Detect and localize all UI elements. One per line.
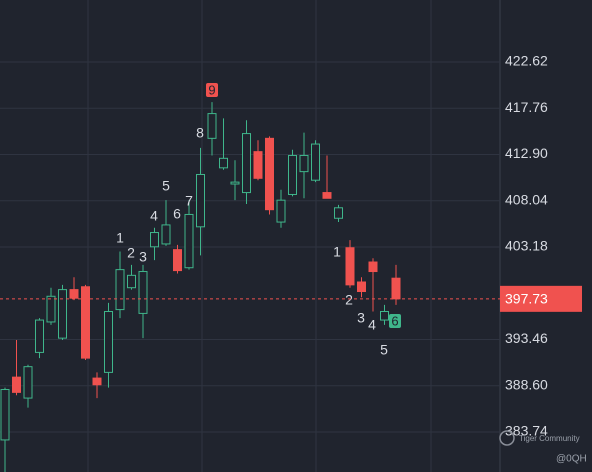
y-tick-label: 422.62 [505,53,548,69]
candle-body [380,310,389,321]
plot: 422.62 417.76 412.90 408.04 403.18 393.46 388.… [0,53,582,472]
candle-body [196,173,205,228]
candle-body [81,286,90,359]
candle-body [357,281,366,293]
annotation: 3 [357,310,365,326]
current-price-box [500,285,582,312]
candle-body [230,181,240,185]
candle-body [345,247,355,286]
candle-body [23,366,33,399]
candle-body [115,269,125,311]
candle-body [265,137,274,211]
candle-body [161,224,171,245]
candle-body [12,376,21,393]
annotation: 6 [391,313,398,328]
candle-body [58,289,67,339]
watermark-logo [499,430,515,446]
candle-body [311,143,320,181]
y-tick-label: 383.74 [505,423,548,439]
candle-body [334,207,343,219]
candle-body [322,192,332,199]
annotation: 5 [162,178,170,194]
candle-body [0,389,10,441]
candle-body [69,289,79,299]
candle-body [288,154,297,195]
annotation: 1 [116,230,124,246]
annotation: 5 [380,342,388,358]
candle-body [138,271,148,314]
candle-body [242,133,251,194]
candle-body [104,310,113,373]
annotation: 2 [127,245,135,261]
annotation: 6 [173,206,181,222]
annotation: 2 [345,292,353,308]
annotation-box [389,314,401,328]
candle-body [127,274,136,289]
annotation: 1 [333,244,341,260]
annotation: 8 [196,125,204,141]
annotation: 7 [185,193,193,209]
current-price-label: 397.73 [505,291,548,307]
watermark: Tiger Community [519,434,580,443]
handle: @0QH [556,454,587,465]
candle-body [219,157,228,169]
candle-body [184,213,194,269]
candle-body [207,113,217,139]
candle-body [368,261,378,273]
annotation-box [206,83,218,97]
y-tick-label: 388.60 [505,376,548,392]
annotation: 4 [368,317,376,333]
candle-body [92,377,102,386]
candle-body [253,151,263,179]
y-tick-label: 412.90 [505,145,548,161]
annotation: 4 [150,208,158,224]
candle-body [299,154,309,173]
y-tick-label: 393.46 [505,330,548,346]
candle-body [276,199,286,223]
annotation: 9 [208,82,215,97]
candle-body [46,295,56,323]
y-tick-label: 417.76 [505,99,548,115]
candle-body [150,232,159,248]
annotation: 3 [139,249,147,265]
candle-body [35,319,44,353]
candle-body [173,249,182,272]
candle-body [391,277,401,300]
y-tick-label: 408.04 [505,191,548,207]
y-tick-label: 403.18 [505,238,548,254]
